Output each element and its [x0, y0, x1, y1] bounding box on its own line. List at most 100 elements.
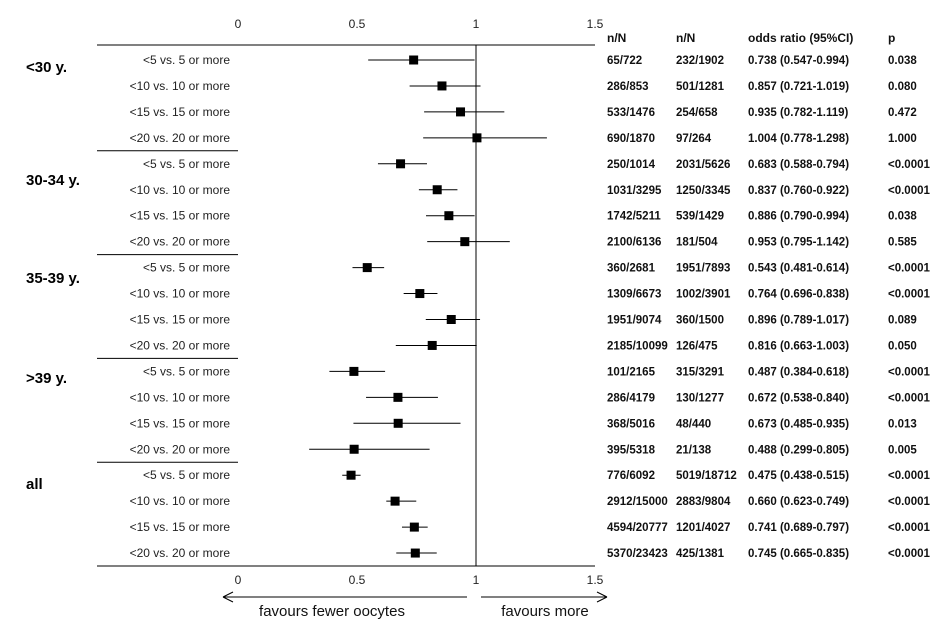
p-value: <0.0001 [888, 522, 930, 534]
point-estimate [346, 470, 356, 480]
n1-value: 2185/10099 [607, 340, 668, 352]
n1-value: 533/1476 [607, 107, 655, 119]
p-value: <0.0001 [888, 289, 930, 301]
point-estimate [444, 211, 454, 221]
point-estimate [409, 55, 419, 65]
p-value: <0.0001 [888, 470, 930, 482]
row-label: <10 vs. 10 or more [130, 79, 231, 93]
group-label: 30-34 y. [26, 172, 80, 189]
n2-value: 254/658 [676, 107, 718, 119]
p-value: 0.005 [888, 444, 917, 456]
n2-value: 2883/9804 [676, 496, 731, 508]
odds-ratio-value: 0.487 (0.384-0.618) [748, 366, 849, 378]
table-header: n/N [607, 31, 626, 45]
x-tick-label-top: 0 [235, 17, 242, 31]
point-estimate [409, 522, 419, 532]
n1-value: 286/4179 [607, 392, 655, 404]
p-value: <0.0001 [888, 366, 930, 378]
row-label: <10 vs. 10 or more [130, 287, 231, 301]
odds-ratio-value: 0.886 (0.790-0.994) [748, 211, 849, 223]
odds-ratio-value: 0.672 (0.538-0.840) [748, 392, 849, 404]
point-estimate [410, 548, 420, 558]
n2-value: 1951/7893 [676, 263, 730, 275]
point-estimate [415, 289, 425, 299]
odds-ratio-value: 0.857 (0.721-1.019) [748, 81, 849, 93]
right-arrow-head [596, 591, 608, 603]
odds-ratio-value: 0.896 (0.789-1.017) [748, 315, 849, 327]
odds-ratio-value: 0.745 (0.665-0.835) [748, 548, 849, 560]
group-label: <30 y. [26, 59, 67, 76]
n1-value: 101/2165 [607, 366, 656, 378]
n2-value: 360/1500 [676, 315, 724, 327]
n1-value: 2912/15000 [607, 496, 668, 508]
n1-value: 690/1870 [607, 133, 655, 145]
point-estimate [427, 340, 437, 350]
odds-ratio-value: 0.953 (0.795-1.142) [748, 237, 849, 249]
row-label: <5 vs. 5 or more [143, 157, 230, 171]
n2-value: 1002/3901 [676, 289, 731, 301]
point-estimate [393, 418, 403, 428]
n1-value: 250/1014 [607, 159, 656, 171]
p-value: 0.050 [888, 340, 917, 352]
odds-ratio-value: 0.683 (0.588-0.794) [748, 159, 849, 171]
p-value: <0.0001 [888, 392, 930, 404]
group-label: all [26, 476, 43, 493]
odds-ratio-value: 0.543 (0.481-0.614) [748, 263, 849, 275]
row-label: <15 vs. 15 or more [130, 520, 231, 534]
p-value: <0.0001 [888, 263, 930, 275]
point-estimate [432, 185, 442, 195]
row-label: <15 vs. 15 or more [130, 416, 231, 430]
x-tick-label-top: 1.5 [587, 17, 604, 31]
n1-value: 286/853 [607, 81, 649, 93]
row-label: <5 vs. 5 or more [143, 468, 230, 482]
n2-value: 425/1381 [676, 548, 725, 560]
row-label: <15 vs. 15 or more [130, 209, 231, 223]
n1-value: 4594/20777 [607, 522, 668, 534]
row-label: <5 vs. 5 or more [143, 53, 230, 67]
x-tick-label-bottom: 0 [235, 573, 242, 587]
odds-ratio-value: 0.935 (0.782-1.119) [748, 107, 849, 119]
odds-ratio-value: 0.741 (0.689-0.797) [748, 522, 849, 534]
x-tick-label-top: 0.5 [349, 17, 366, 31]
n2-value: 5019/18712 [676, 470, 737, 482]
row-label: <5 vs. 5 or more [143, 261, 230, 275]
n2-value: 1201/4027 [676, 522, 730, 534]
point-estimate [446, 315, 456, 324]
point-estimate [393, 392, 403, 402]
point-estimate [362, 263, 372, 273]
n1-value: 360/2681 [607, 263, 656, 275]
point-estimate [349, 444, 359, 454]
row-label: <20 vs. 20 or more [130, 131, 231, 145]
n1-value: 776/6092 [607, 470, 655, 482]
x-tick-label-bottom: 1.5 [587, 573, 604, 587]
p-value: 0.585 [888, 237, 917, 249]
row-label: <20 vs. 20 or more [130, 442, 231, 456]
table-header: odds ratio (95%CI) [748, 31, 853, 45]
n2-value: 21/138 [676, 444, 712, 456]
table-header: n/N [676, 31, 695, 45]
row-label: <20 vs. 20 or more [130, 235, 231, 249]
n2-value: 2031/5626 [676, 159, 730, 171]
n1-value: 1309/6673 [607, 289, 661, 301]
x-tick-label-bottom: 0.5 [349, 573, 366, 587]
odds-ratio-value: 0.475 (0.438-0.515) [748, 470, 849, 482]
row-label: <20 vs. 20 or more [130, 338, 231, 352]
group-label: >39 y. [26, 370, 67, 387]
p-value: 1.000 [888, 133, 917, 145]
n2-value: 315/3291 [676, 366, 725, 378]
row-label: <20 vs. 20 or more [130, 546, 231, 560]
point-estimate [472, 133, 482, 143]
p-value: <0.0001 [888, 185, 930, 197]
left-arrow-head [222, 591, 234, 603]
row-label: <15 vs. 15 or more [130, 105, 231, 119]
table-header: p [888, 31, 895, 45]
n1-value: 1031/3295 [607, 185, 662, 197]
x-tick-label-top: 1 [473, 17, 480, 31]
point-estimate [396, 159, 406, 169]
favours-left-label: favours fewer oocytes [259, 603, 405, 620]
n2-value: 232/1902 [676, 55, 724, 67]
p-value: 0.038 [888, 211, 917, 223]
row-label: <10 vs. 10 or more [130, 183, 231, 197]
n2-value: 1250/3345 [676, 185, 731, 197]
